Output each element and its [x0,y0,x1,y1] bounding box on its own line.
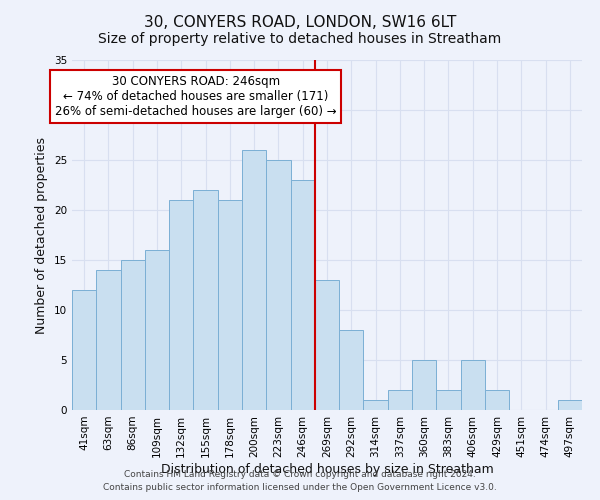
Bar [218,200,242,410]
Text: Contains HM Land Registry data © Crown copyright and database right 2024.
Contai: Contains HM Land Registry data © Crown c… [103,470,497,492]
X-axis label: Distribution of detached houses by size in Streatham: Distribution of detached houses by size … [161,462,493,475]
Bar [461,360,485,410]
Text: 30, CONYERS ROAD, LONDON, SW16 6LT: 30, CONYERS ROAD, LONDON, SW16 6LT [144,15,456,30]
Bar [315,280,339,410]
Bar [364,400,388,410]
Bar [436,390,461,410]
Bar [290,180,315,410]
Y-axis label: Number of detached properties: Number of detached properties [35,136,49,334]
Bar [72,290,96,410]
Text: Size of property relative to detached houses in Streatham: Size of property relative to detached ho… [98,32,502,46]
Bar [266,160,290,410]
Bar [193,190,218,410]
Bar [96,270,121,410]
Bar [412,360,436,410]
Bar [169,200,193,410]
Bar [145,250,169,410]
Bar [121,260,145,410]
Bar [242,150,266,410]
Bar [558,400,582,410]
Bar [485,390,509,410]
Bar [339,330,364,410]
Bar [388,390,412,410]
Text: 30 CONYERS ROAD: 246sqm
← 74% of detached houses are smaller (171)
26% of semi-d: 30 CONYERS ROAD: 246sqm ← 74% of detache… [55,75,337,118]
